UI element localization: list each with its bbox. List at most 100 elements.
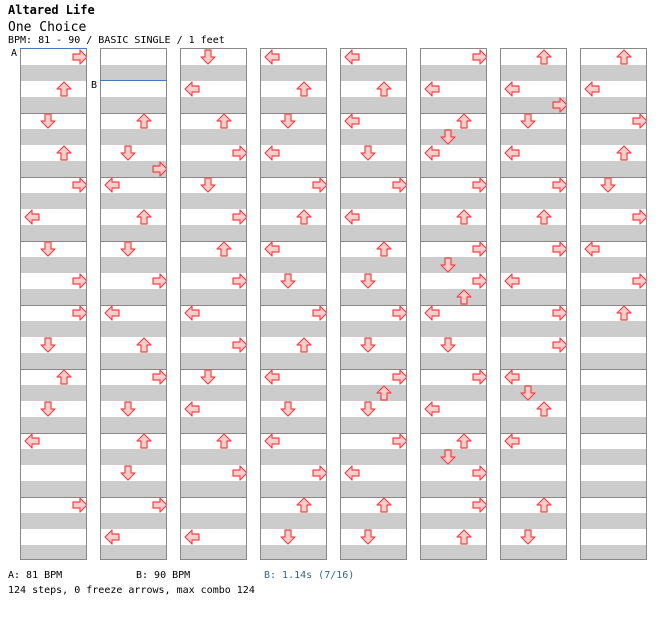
measure-line [181,369,246,370]
beat-band [261,385,326,401]
beat-band [261,161,326,177]
measure-line [341,497,406,498]
beat-band [21,97,86,113]
beat-band [181,481,246,497]
right-arrow-icon [72,273,86,289]
down-arrow-icon [120,145,136,161]
beat-band [581,545,646,559]
measure-line [21,497,86,498]
down-arrow-icon [360,401,376,417]
right-arrow-icon [632,209,646,225]
down-arrow-icon [200,369,216,385]
beat-band [501,321,566,337]
measure-line [181,433,246,434]
left-arrow-icon [344,209,360,225]
measure-line [421,369,486,370]
measure-line [421,113,486,114]
measure-line [181,113,246,114]
beat-band [261,321,326,337]
beat-band [421,161,486,177]
measure-column-4 [260,48,327,560]
left-arrow-icon [504,81,520,97]
right-arrow-icon [392,305,406,321]
right-arrow-icon [552,337,566,353]
left-arrow-icon [504,273,520,289]
measure-column-8 [580,48,647,560]
measure-line [341,433,406,434]
measure-line [421,177,486,178]
beat-band [181,353,246,369]
beat-band [421,513,486,529]
left-arrow-icon [104,177,120,193]
left-arrow-icon [424,401,440,417]
beat-band [101,193,166,209]
beat-band [421,321,486,337]
beat-band [21,545,86,559]
up-arrow-icon [136,209,152,225]
beat-band [261,289,326,305]
up-arrow-icon [616,305,632,321]
beat-band [101,449,166,465]
song-title: Altared Life [8,3,95,17]
measure-line [261,369,326,370]
beat-band [101,353,166,369]
beat-band [101,481,166,497]
left-arrow-icon [264,145,280,161]
beat-band [581,289,646,305]
measure-line [101,497,166,498]
down-arrow-icon [360,273,376,289]
bpm-marker-line [20,48,87,49]
down-arrow-icon [120,465,136,481]
up-arrow-icon [296,209,312,225]
left-arrow-icon [424,81,440,97]
beat-band [21,385,86,401]
beat-band [21,321,86,337]
right-arrow-icon [152,369,166,385]
left-arrow-icon [24,209,40,225]
measure-line [261,497,326,498]
beat-band [181,321,246,337]
measure-column-6 [420,48,487,560]
down-arrow-icon [120,401,136,417]
down-arrow-icon [600,177,616,193]
beat-band [501,289,566,305]
beat-band [101,225,166,241]
beat-band [21,161,86,177]
beat-band [101,321,166,337]
measure-line [181,241,246,242]
measure-line [581,241,646,242]
left-arrow-icon [504,433,520,449]
bpm-marker-label: B [91,80,98,91]
beat-band [341,545,406,559]
beat-band [341,161,406,177]
down-arrow-icon [40,401,56,417]
bpm-marker-line [100,80,167,81]
left-arrow-icon [344,49,360,65]
beat-band [341,417,406,433]
beat-band [581,353,646,369]
beat-band [181,97,246,113]
right-arrow-icon [232,337,246,353]
beat-band [101,65,166,81]
right-arrow-icon [72,177,86,193]
measure-line [581,369,646,370]
beat-band [21,417,86,433]
down-arrow-icon [440,257,456,273]
measure-column-5 [340,48,407,560]
beat-band [181,257,246,273]
down-arrow-icon [440,449,456,465]
down-arrow-icon [200,177,216,193]
beat-band [501,161,566,177]
left-arrow-icon [504,145,520,161]
beat-band [341,449,406,465]
measure-column-1 [20,48,87,560]
right-arrow-icon [232,465,246,481]
right-arrow-icon [152,161,166,177]
beat-band [261,193,326,209]
measure-line [581,433,646,434]
left-arrow-icon [424,305,440,321]
beat-band [341,353,406,369]
beat-band [181,513,246,529]
beat-band [101,289,166,305]
beat-band [261,481,326,497]
